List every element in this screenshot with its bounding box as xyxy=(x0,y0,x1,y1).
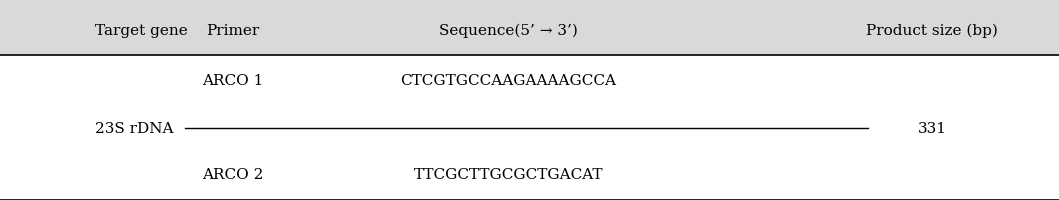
Text: ARCO 1: ARCO 1 xyxy=(202,74,264,88)
Text: Target gene: Target gene xyxy=(95,24,189,38)
Text: Product size (bp): Product size (bp) xyxy=(866,24,998,38)
Text: TTCGCTTGCGCTGACAT: TTCGCTTGCGCTGACAT xyxy=(414,167,603,181)
Text: 331: 331 xyxy=(917,121,947,135)
Text: Sequence(5’ → 3’): Sequence(5’ → 3’) xyxy=(438,24,578,38)
Text: CTCGTGCCAAGAAAAGCCA: CTCGTGCCAAGAAAAGCCA xyxy=(400,74,616,88)
Text: Primer: Primer xyxy=(207,24,259,38)
Text: ARCO 2: ARCO 2 xyxy=(202,167,264,181)
Bar xyxy=(0,0,1059,56)
Text: 23S rDNA: 23S rDNA xyxy=(95,121,174,135)
